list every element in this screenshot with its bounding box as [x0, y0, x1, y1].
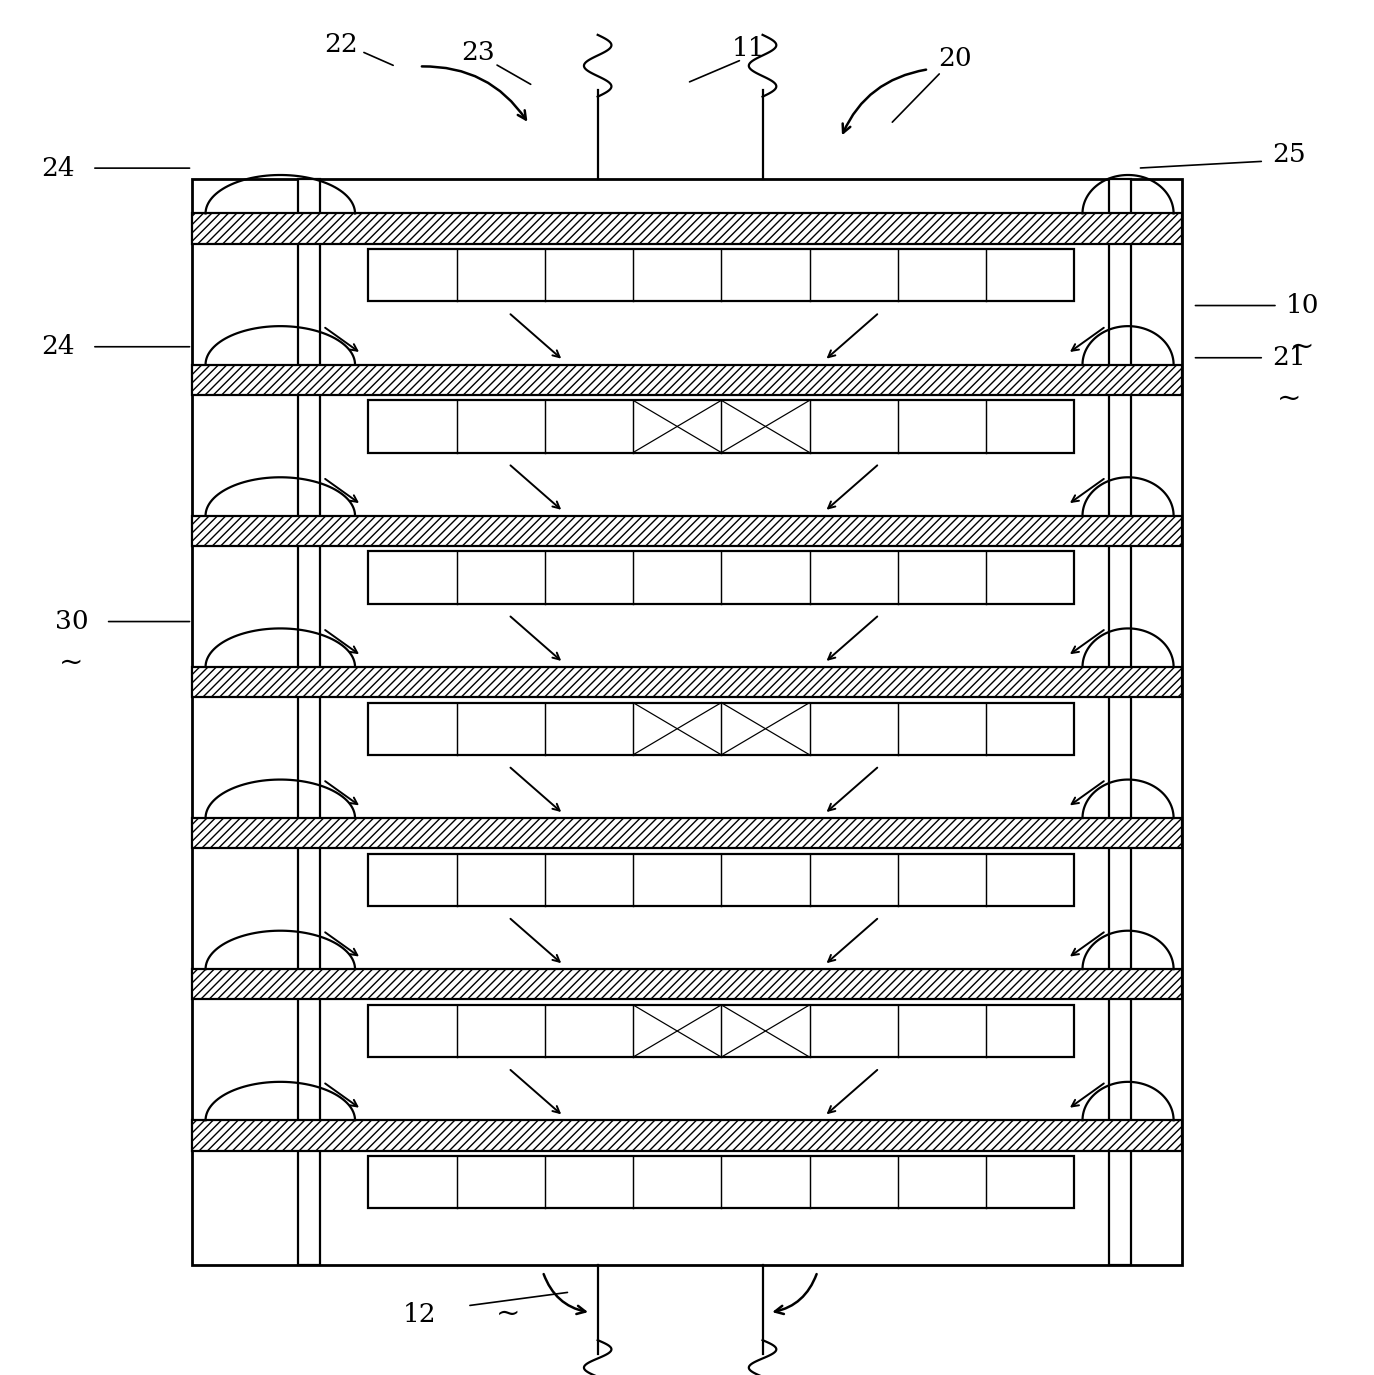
Bar	[192, 818, 1182, 848]
Text: 20: 20	[938, 45, 971, 70]
Text: 24: 24	[41, 334, 74, 359]
Bar	[192, 1121, 1182, 1151]
Text: 24: 24	[41, 155, 74, 180]
Bar	[192, 969, 1182, 1000]
Bar	[192, 213, 1182, 243]
Text: ~: ~	[1276, 385, 1301, 412]
Bar	[192, 364, 1182, 395]
Text: ~: ~	[59, 649, 84, 676]
Text: 21: 21	[1272, 345, 1305, 370]
Bar	[368, 249, 1074, 301]
Text: 10: 10	[1286, 293, 1319, 318]
Text: 23: 23	[462, 40, 495, 65]
Bar	[368, 703, 1074, 755]
Text: 25: 25	[1272, 142, 1305, 166]
Text: ~: ~	[496, 1299, 521, 1328]
Text: 30: 30	[55, 609, 88, 634]
Text: 11: 11	[732, 36, 765, 60]
Bar	[368, 551, 1074, 604]
Text: 12: 12	[403, 1302, 436, 1327]
Bar	[368, 400, 1074, 452]
Bar	[192, 667, 1182, 697]
Text: 22: 22	[324, 32, 357, 56]
Text: ~: ~	[1290, 333, 1315, 360]
Bar	[192, 179, 1182, 1265]
Bar	[368, 854, 1074, 906]
Bar	[368, 1156, 1074, 1209]
Bar	[298, 179, 320, 1265]
Bar	[192, 516, 1182, 546]
Bar	[368, 1005, 1074, 1057]
Bar	[1109, 179, 1131, 1265]
